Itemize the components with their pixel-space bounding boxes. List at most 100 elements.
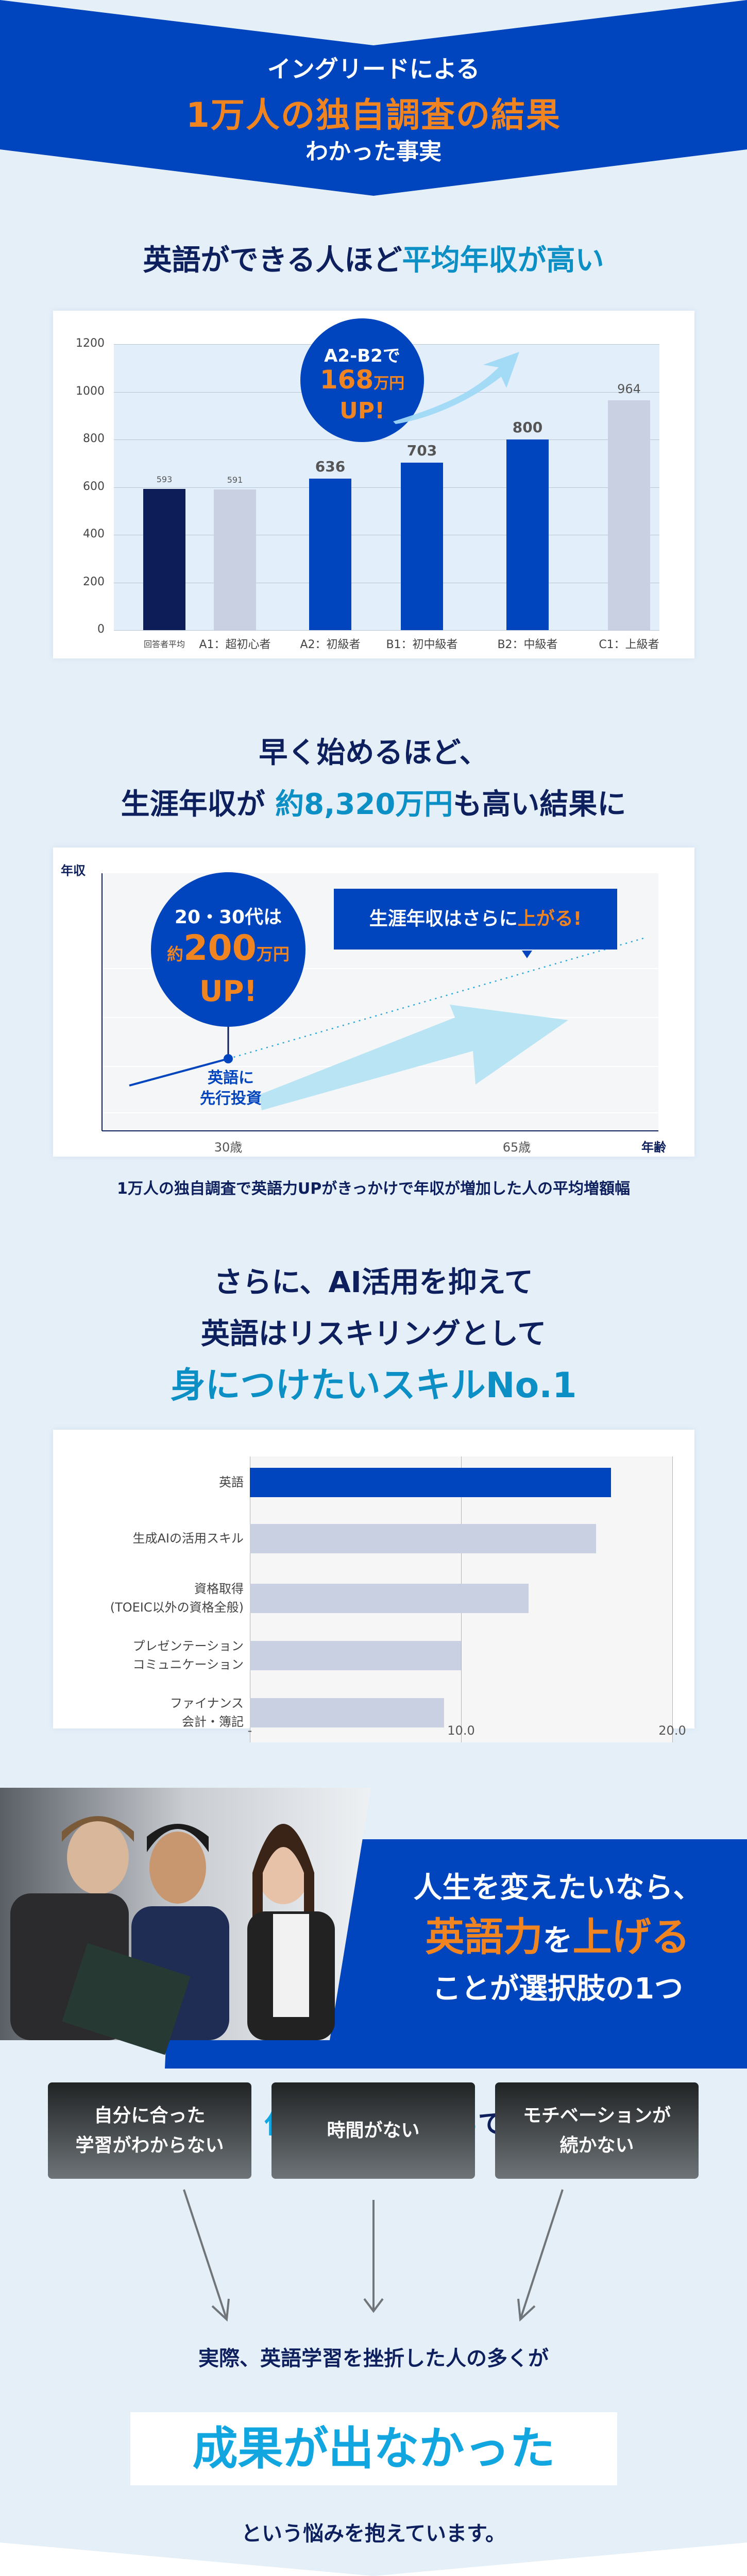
point-label: 英語に 先行投資: [184, 1068, 277, 1109]
chart-bars: [250, 1456, 673, 1742]
heading-line2: 英語はリスキリングとして: [200, 1317, 547, 1351]
gridline: [672, 1456, 673, 1742]
problem-line1: 時間がない: [327, 2120, 420, 2141]
footnote: 1万人の独自調査で英語力UPがきっかけで年収が増加した人の平均増額幅: [116, 1180, 631, 1198]
arrow-right-icon: [519, 2189, 564, 2320]
bar: [401, 462, 443, 630]
problem-box-3: モチベーションが 続かない: [495, 2082, 699, 2179]
problem-line1: モチベーションが: [522, 2105, 671, 2126]
callout-box: 生涯年収はさらに上がる!: [334, 889, 617, 950]
problem-box-1: 自分に合った 学習がわからない: [48, 2082, 251, 2179]
conclusion-highlight: 成果が出なかった: [130, 2412, 617, 2485]
category-label: ファイナンス 会計・簿記: [169, 1696, 244, 1729]
band-highlight-1: 英語力: [425, 1914, 543, 1960]
y-tick-label: 0: [97, 623, 105, 636]
x-axis-label: 年齢: [641, 1140, 666, 1155]
point-label-line1: 英語に: [208, 1069, 254, 1087]
gridline: [114, 439, 659, 440]
x-tick-label: B2：中級者: [497, 638, 558, 651]
x-tick-label: 10.0: [447, 1723, 475, 1738]
band-text: 人生を変えたいなら、 英語力を上げる ことが選択肢の1つ: [368, 1865, 747, 2012]
band-line1: 人生を変えたいなら、: [413, 1871, 702, 1905]
bubble-number: 200: [183, 928, 257, 969]
bubble-unit: 万円: [256, 944, 290, 964]
heading-line1: さらに、AI活用を抑えて: [214, 1266, 533, 1299]
y-tick-label: 1200: [76, 337, 105, 350]
gridline: [114, 630, 659, 631]
category-label: プレゼンテーション コミュニケーション: [132, 1639, 244, 1672]
x-tick-label: -: [247, 1723, 252, 1738]
hero-title: 1万人の独自調査の結果: [186, 95, 561, 135]
salary-by-level-chart: A2-B2で 168万円 UP! 0 200 400 600 800 1000 1200 59…: [53, 311, 694, 658]
point-label-line2: 先行投資: [200, 1090, 262, 1108]
heading-highlight: 約8,320万円: [275, 788, 453, 821]
heading-line1: 早く始めるほど、: [259, 736, 488, 770]
problem-line1: 自分に合った: [94, 2105, 206, 2126]
bar: [214, 489, 256, 630]
conclusion-pre: 実際、英語学習を挫折した人の多くが: [198, 2347, 549, 2370]
bar: [250, 1584, 529, 1613]
bubble-unit: 万円: [374, 375, 405, 393]
bubble-line1: 20・30代は: [174, 907, 282, 928]
bubble-prefix: 約: [167, 944, 184, 964]
y-tick-label: 1000: [76, 384, 105, 398]
y-tick-label: 200: [83, 575, 105, 588]
bubble-up: UP!: [339, 398, 385, 424]
category-label: 資格取得 (TOEIC以外の資格全般): [110, 1582, 244, 1615]
bar-value-label: 800: [512, 419, 543, 436]
callout-text: 生涯年収はさらに: [369, 908, 518, 929]
bar-value-label: 636: [315, 457, 346, 475]
bar-value-label: 703: [406, 442, 437, 459]
bar-value-label: 964: [617, 382, 641, 397]
bar: [250, 1641, 461, 1670]
hero-chevron-shape: [0, 0, 747, 196]
x-tick-label: B1：初中級者: [386, 638, 458, 651]
y-tick-label: 400: [83, 528, 105, 540]
y-tick-label: 800: [83, 432, 105, 445]
bar: [250, 1524, 597, 1553]
photo-band: 人生を変えたいなら、 英語力を上げる ことが選択肢の1つ: [0, 1780, 747, 2069]
heading-highlight: 身につけたいスキルNo.1: [170, 1365, 577, 1406]
problem-box-2: 時間がない: [271, 2082, 475, 2179]
bar-value-label: 593: [156, 474, 173, 484]
bar: [506, 439, 549, 630]
increase-bubble: 20・30代は 約200万円 UP!: [151, 872, 305, 1027]
bubble-number: 168: [319, 365, 374, 395]
section2-heading: 早く始めるほど、 生涯年収が 約8,320万円も高い結果に: [0, 727, 747, 831]
x-tick-label: C1：上級者: [599, 638, 659, 651]
band-line3: ことが選択肢の1つ: [432, 1972, 683, 2006]
band-shape: [0, 1788, 747, 2069]
category-label: 英語: [219, 1475, 244, 1489]
bar: [309, 478, 351, 630]
x-tick-label: 20.0: [658, 1723, 686, 1738]
y-axis-label: 年収: [61, 863, 86, 878]
hero-banner: イングリードによる 1万人の独自調査の結果 わかった事実: [0, 0, 747, 196]
trend-arrow-icon: [393, 352, 519, 424]
problem-line2: 学習がわからない: [75, 2134, 224, 2156]
band-particle: を: [542, 1923, 573, 1958]
category-label: 生成AIの活用スキル: [132, 1531, 244, 1546]
section1-heading: 英語ができる人ほど平均年収が高い: [0, 237, 747, 279]
hero-subtitle: イングリードによる: [267, 55, 480, 83]
conclusion-post: という悩みを抱えています。: [241, 2522, 506, 2546]
heading-highlight: 平均年収が高い: [402, 244, 604, 277]
bubble-line1: A2-B2で: [324, 346, 400, 366]
heading-text: 英語ができる人ほど: [143, 244, 402, 277]
heading-line2-pre: 生涯年収が: [121, 788, 276, 821]
business-people-image: [10, 1816, 335, 2055]
x-tick-label: A1：超初心者: [199, 638, 271, 651]
bottom-chevron: [0, 2543, 747, 2576]
hero-caption: わかった事実: [305, 139, 442, 165]
bar-value-label: 591: [227, 474, 243, 485]
convergence-arrows: [183, 2189, 564, 2322]
reskilling-skills-chart: - 10.0 20.0 英語生成AIの活用スキル資格取得 (TOEIC以外の資格全般) プ…: [53, 1430, 694, 1742]
band-highlight-2: 上げる: [572, 1914, 690, 1960]
x-tick-30: 30歳: [214, 1140, 243, 1155]
arrow-left-icon: [183, 2189, 228, 2320]
x-tick-65: 65歳: [502, 1140, 531, 1155]
section3-heading: さらに、AI活用を抑えて 英語はリスキリングとして 身につけたいスキルNo.1: [0, 1257, 747, 1412]
gridline: [114, 487, 659, 488]
problem-line2: 続かない: [559, 2134, 634, 2156]
heading-line2-post: も高い結果に: [453, 788, 626, 821]
bar: [143, 488, 185, 630]
